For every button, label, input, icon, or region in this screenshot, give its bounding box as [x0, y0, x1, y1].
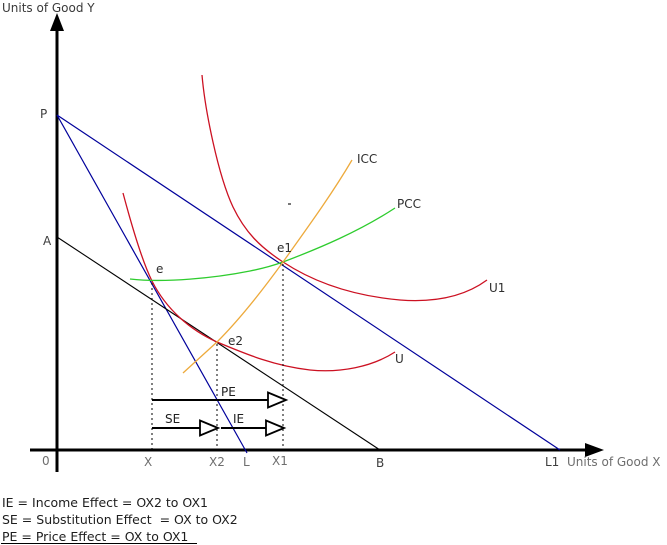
legend-underline [1, 543, 197, 544]
pe-arrowhead [267, 391, 289, 409]
label-P: P [40, 107, 47, 121]
y-axis-arrowhead [50, 13, 64, 31]
compensated-budget-line-AB [56, 236, 381, 451]
origin-label: 0 [42, 454, 50, 468]
label-e1: e1 [277, 241, 292, 255]
indifference-curve-U [122, 192, 396, 372]
label-PE: PE [221, 385, 236, 399]
indifference-curve-U1 [201, 74, 488, 302]
label-PCC: PCC [397, 197, 421, 211]
label-X1: X1 [272, 454, 288, 468]
ie-arrowhead [265, 419, 287, 437]
label-U: U [395, 352, 404, 366]
label-ICC: ICC [357, 152, 377, 166]
y-axis-label: Units of Good Y [2, 1, 95, 15]
label-e: e [156, 262, 163, 276]
legend-line-ie: IE = Income Effect = OX2 to OX1 [2, 495, 208, 510]
legend-line-pe: PE = Price Effect = OX to OX1 [2, 529, 189, 544]
label-L: L [243, 455, 250, 469]
icc-curve [182, 159, 353, 374]
budget-line-PL1 [56, 114, 561, 451]
se-arrowhead [199, 419, 221, 437]
x-axis-label: Units of Good X [567, 455, 661, 469]
label-X: X [144, 455, 152, 469]
x-axis-arrowhead [585, 443, 604, 457]
label-L1: L1 [545, 455, 559, 469]
legend-line-se: SE = Substitution Effect = OX to OX2 [2, 512, 238, 527]
label-A: A [43, 234, 52, 248]
label-X2: X2 [209, 455, 225, 469]
label-U1: U1 [489, 281, 505, 295]
label-SE: SE [165, 412, 180, 426]
label-e2: e2 [228, 334, 243, 348]
label-B: B [376, 456, 384, 470]
label-IE: IE [233, 412, 244, 426]
pcc-curve [129, 207, 396, 282]
small-dot [288, 203, 291, 205]
